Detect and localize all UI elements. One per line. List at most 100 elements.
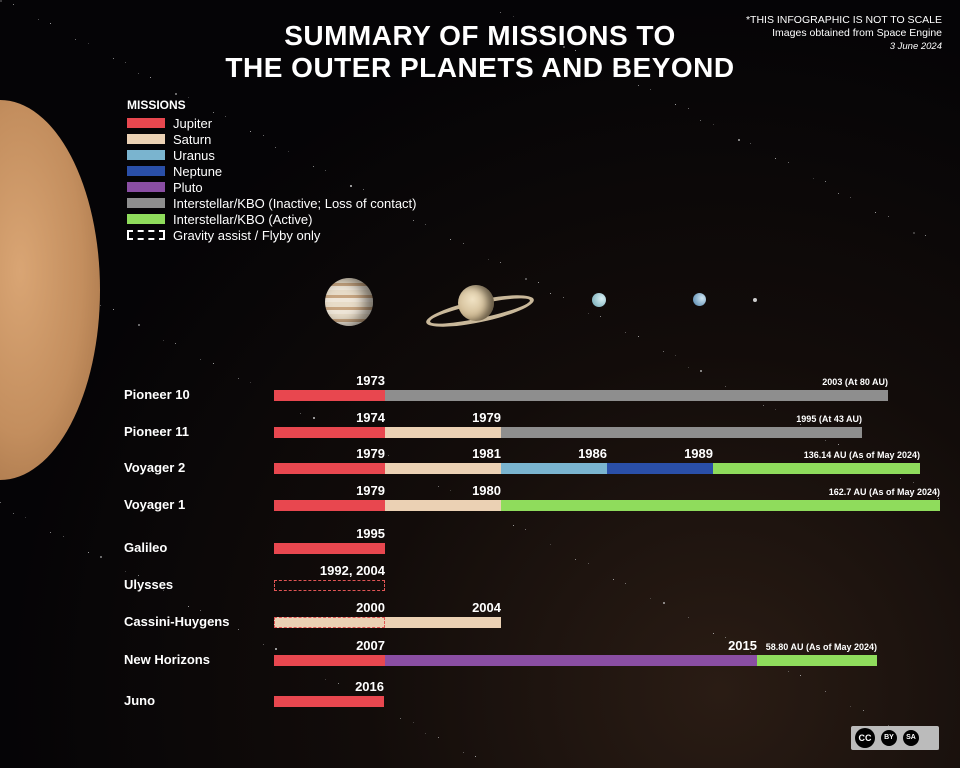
page-title: SUMMARY OF MISSIONS TO THE OUTER PLANETS…: [160, 20, 800, 84]
star: [112, 308, 114, 310]
legend-swatch: [127, 198, 165, 208]
legend: MISSIONS Jupiter Saturn Uranus Neptune Pluto…: [127, 98, 417, 243]
star: [625, 331, 626, 333]
mission-segment-bar: [385, 655, 757, 666]
star: [250, 131, 251, 133]
star: [175, 343, 176, 345]
star: [837, 192, 839, 194]
star: [125, 61, 126, 63]
star: [362, 189, 364, 191]
star: [137, 574, 139, 576]
mission-segment-bar: [274, 390, 385, 401]
legend-label: Pluto: [173, 179, 203, 195]
mission-name: Voyager 2: [124, 460, 186, 475]
legend-label: Saturn: [173, 131, 212, 147]
mission-segment-bar: [274, 543, 385, 554]
star: [587, 563, 589, 565]
star: [425, 223, 426, 225]
star: [662, 601, 665, 604]
star: [100, 555, 102, 558]
legend-item: Saturn: [127, 131, 417, 147]
mission-segment-bar: [501, 463, 607, 474]
star: [775, 158, 776, 160]
star: [400, 717, 401, 719]
mission-segment-bar: [607, 463, 713, 474]
star: [625, 582, 626, 584]
star: [325, 169, 326, 171]
star: [450, 239, 451, 241]
year-label: 2007: [356, 638, 385, 653]
star: [612, 578, 614, 580]
scale-note: *THIS INFOGRAPHIC IS NOT TO SCALE Images…: [746, 14, 942, 53]
star: [862, 709, 864, 711]
mission-name: Voyager 1: [124, 497, 186, 512]
star: [887, 725, 889, 727]
star: [200, 358, 201, 360]
star: [462, 752, 464, 754]
star: [275, 146, 276, 148]
star: [187, 605, 189, 607]
star: [275, 648, 277, 651]
legend-item: Jupiter: [127, 115, 417, 131]
star: [337, 682, 339, 684]
star: [725, 636, 726, 638]
mission-name: Galileo: [124, 540, 168, 555]
mission-segment-bar: [274, 580, 385, 591]
star: [325, 679, 326, 680]
legend-item: Interstellar/KBO (Active): [127, 211, 417, 227]
mission-segment-bar: [713, 463, 920, 474]
legend-item: Gravity assist / Flyby only: [127, 227, 417, 243]
star: [237, 378, 239, 380]
star: [750, 142, 751, 144]
cc-icon: CC: [855, 728, 875, 748]
year-label: 2016: [355, 679, 384, 694]
jupiter-image: [325, 278, 373, 326]
star: [375, 451, 376, 453]
star: [100, 304, 101, 306]
star: [600, 316, 601, 318]
star: [850, 706, 851, 707]
mission-segment-bar: [274, 500, 385, 511]
star: [500, 262, 501, 264]
mission-status-label: 1995 (At 43 AU): [796, 414, 862, 424]
legend-swatch: [127, 182, 165, 192]
legend-title: MISSIONS: [127, 98, 186, 112]
legend-item: Uranus: [127, 147, 417, 163]
star: [712, 123, 714, 125]
star: [637, 84, 639, 86]
mission-segment-bar: [501, 427, 862, 438]
legend-label: Interstellar/KBO (Active): [173, 211, 313, 227]
mission-segment-bar: [757, 655, 877, 666]
mission-segment-bar: [274, 427, 385, 438]
mission-segment-bar: [385, 500, 501, 511]
year-label: 1980: [472, 483, 501, 498]
star: [587, 312, 589, 314]
star: [750, 652, 751, 653]
star: [475, 756, 476, 758]
star: [725, 385, 726, 387]
star: [550, 34, 551, 36]
star: [525, 528, 526, 530]
title-line-1: SUMMARY OF MISSIONS TO: [284, 20, 676, 51]
year-label: 1995: [356, 526, 385, 541]
date-note: 3 June 2024: [889, 41, 942, 52]
star: [162, 339, 164, 341]
mission-status-label: 162.7 AU (As of May 2024): [828, 487, 940, 497]
star: [212, 111, 214, 113]
star: [312, 165, 314, 167]
star: [150, 77, 151, 79]
star: [500, 11, 501, 13]
star: [300, 412, 301, 414]
star: [787, 162, 789, 164]
star: [800, 675, 801, 677]
star: [0, 0, 2, 2]
star: [137, 324, 140, 327]
year-label: 2015: [728, 638, 757, 653]
star: [687, 108, 689, 110]
star: [237, 628, 239, 630]
star: [662, 351, 664, 353]
cc-by-sa-license-badge[interactable]: CC BY SA: [851, 726, 939, 750]
star: [637, 335, 639, 337]
star: [487, 258, 489, 260]
